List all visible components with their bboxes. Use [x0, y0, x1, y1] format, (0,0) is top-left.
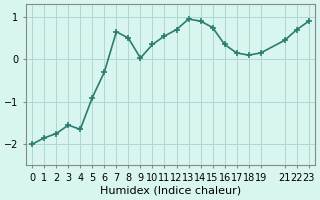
X-axis label: Humidex (Indice chaleur): Humidex (Indice chaleur) — [100, 186, 241, 196]
